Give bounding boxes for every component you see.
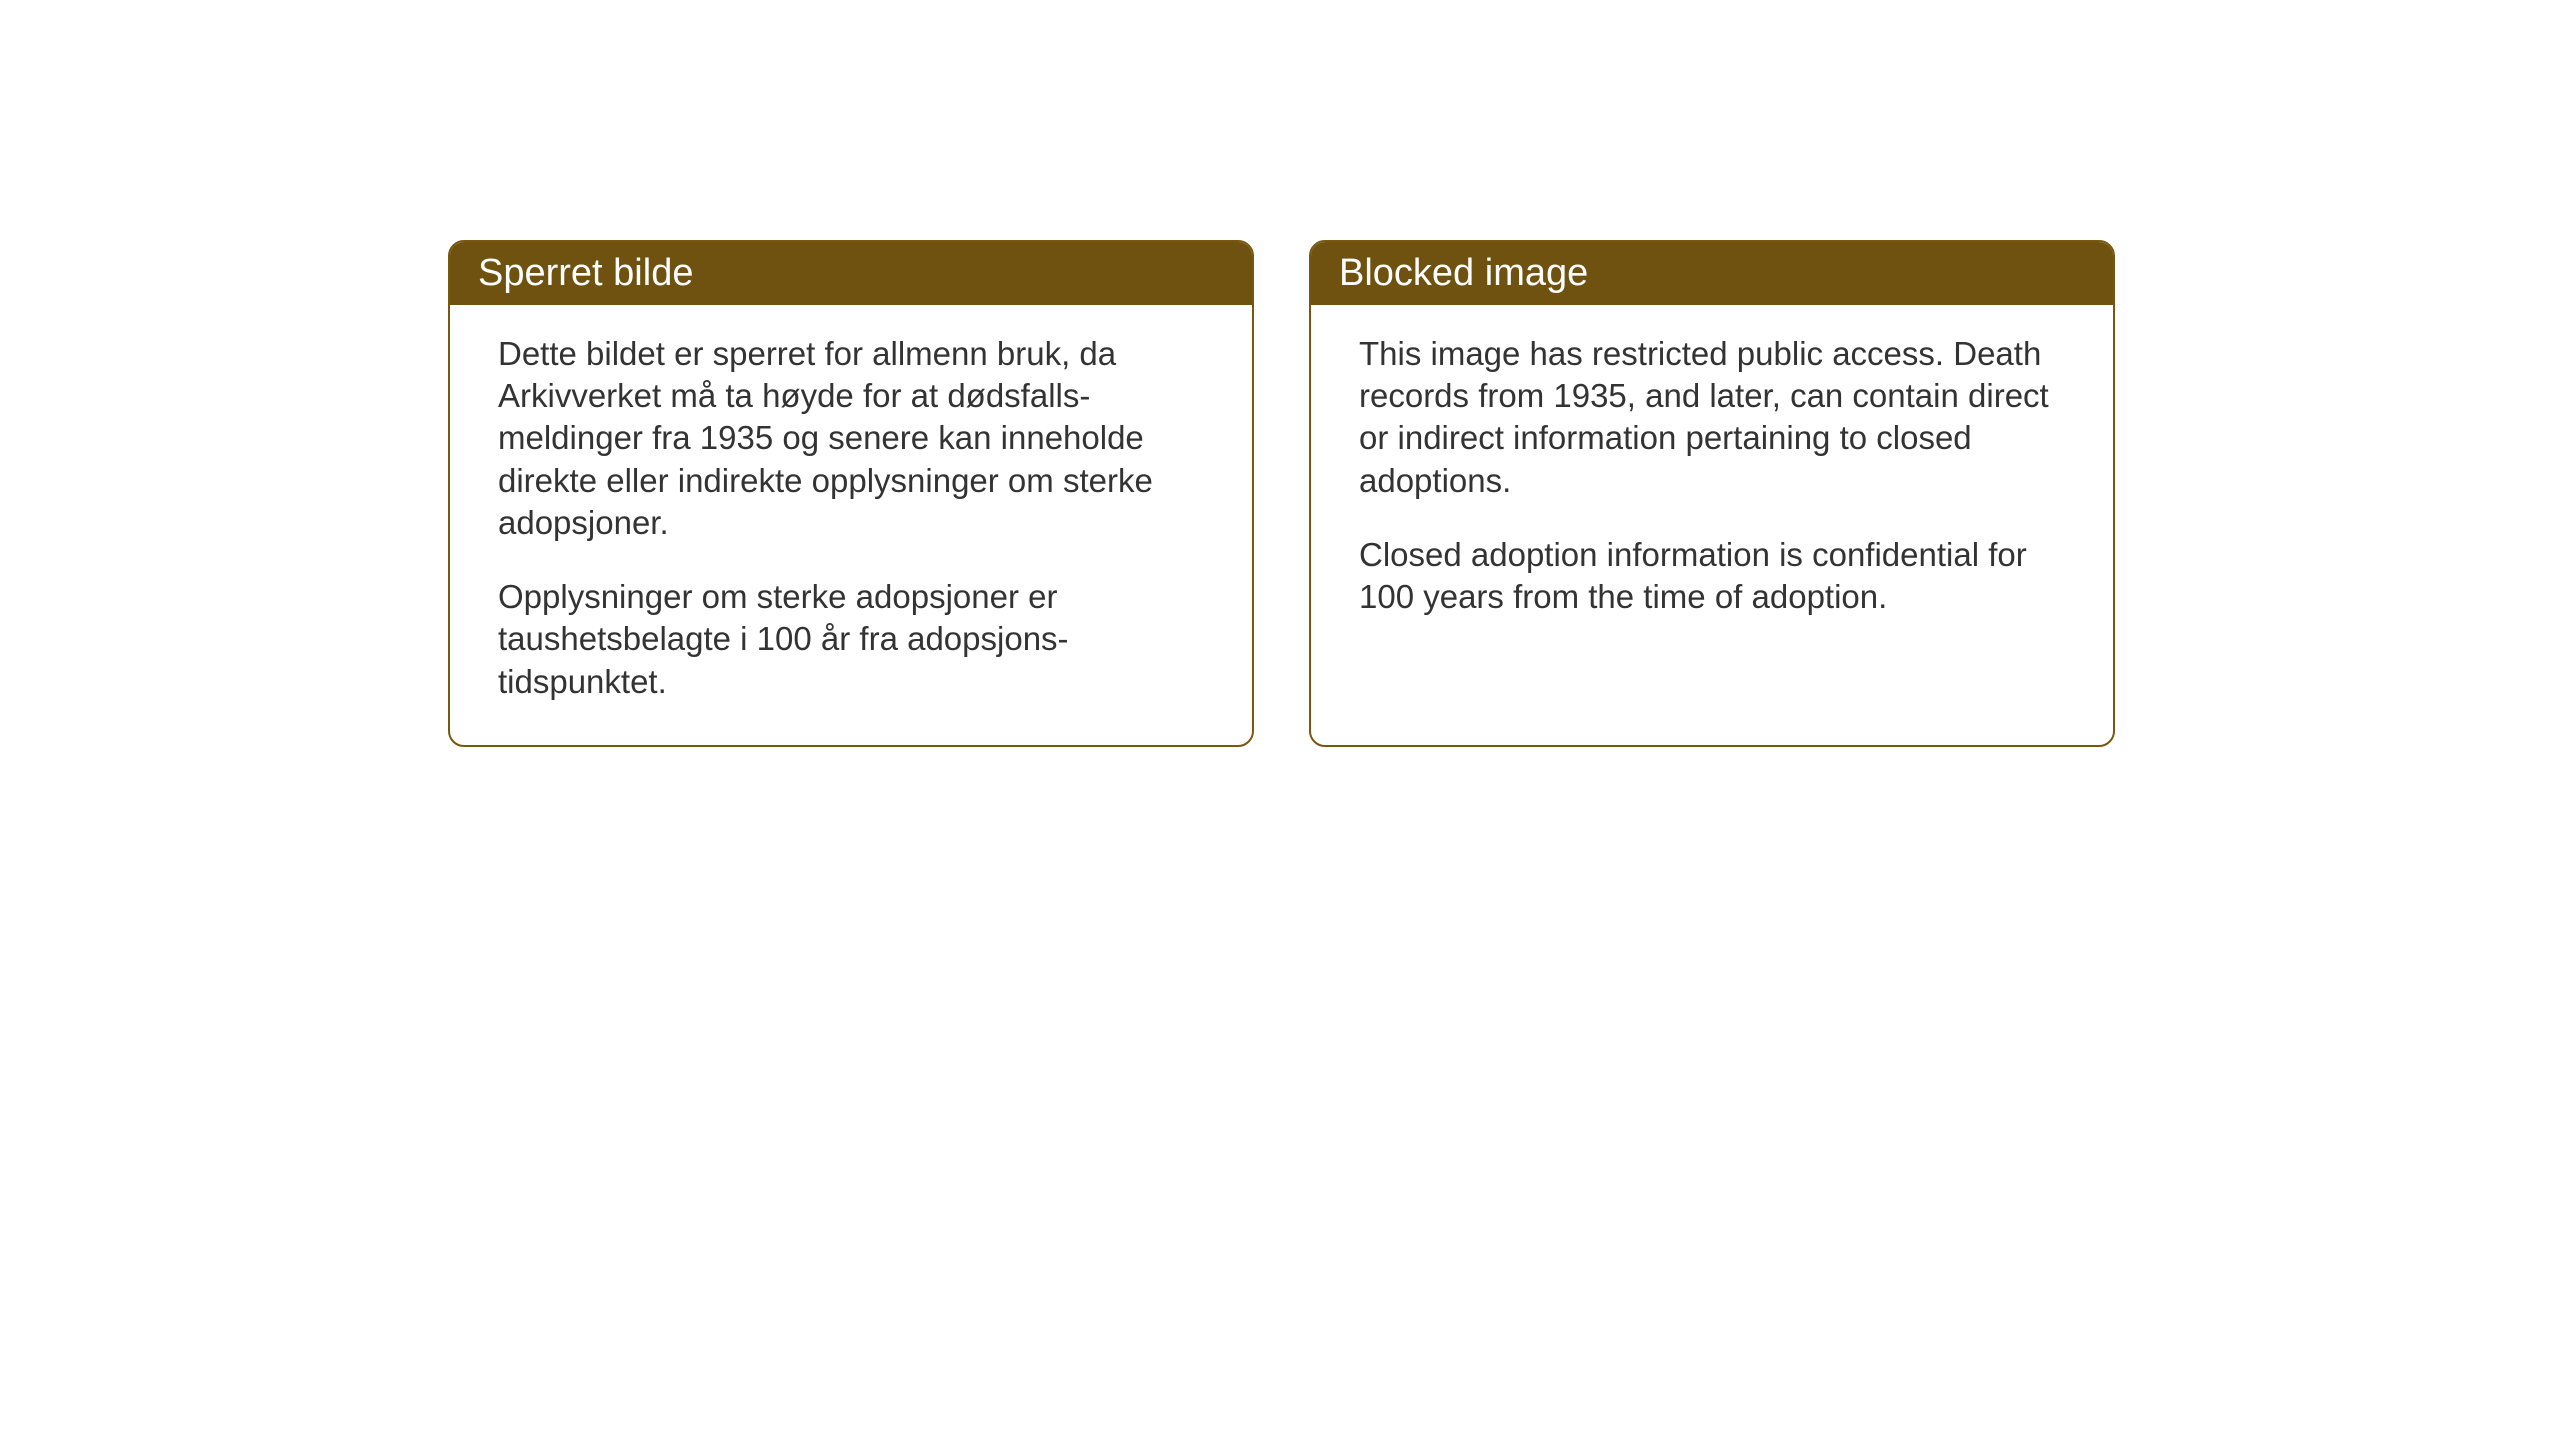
english-card-title: Blocked image [1311,242,2113,305]
english-notice-card: Blocked image This image has restricted … [1309,240,2115,747]
notice-container: Sperret bilde Dette bildet er sperret fo… [448,240,2115,747]
norwegian-notice-card: Sperret bilde Dette bildet er sperret fo… [448,240,1254,747]
english-paragraph-1: This image has restricted public access.… [1359,333,2065,502]
norwegian-card-title: Sperret bilde [450,242,1252,305]
norwegian-paragraph-2: Opplysninger om sterke adopsjoner er tau… [498,576,1204,703]
english-card-body: This image has restricted public access.… [1311,305,2113,660]
norwegian-card-body: Dette bildet er sperret for allmenn bruk… [450,305,1252,745]
english-paragraph-2: Closed adoption information is confident… [1359,534,2065,618]
norwegian-paragraph-1: Dette bildet er sperret for allmenn bruk… [498,333,1204,544]
